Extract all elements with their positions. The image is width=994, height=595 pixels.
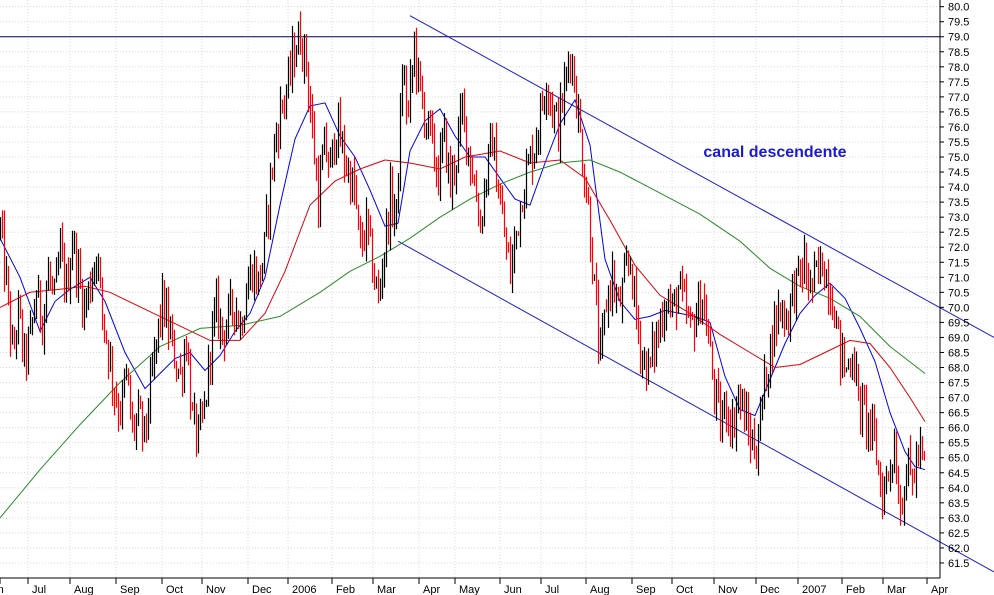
- x-tick-label: Mar: [887, 584, 906, 595]
- x-tick-label: Feb: [846, 584, 865, 595]
- moving-average-line-1: [0, 98, 926, 471]
- y-tick-label: 78.0: [948, 62, 969, 74]
- y-tick-label: 75.5: [948, 137, 969, 149]
- x-tick-label: Oct: [166, 584, 183, 595]
- y-tick-label: 64.5: [948, 468, 969, 480]
- x-tick-label: Apr: [423, 584, 440, 595]
- y-tick-label: 65.5: [948, 438, 969, 450]
- x-axis: Jun Jul Aug Sep Oct Nov Dec 2006 Feb Mar Apr May Jun…: [0, 578, 948, 595]
- channel-upper-line: [409, 15, 994, 338]
- x-tick-label: Oct: [676, 584, 693, 595]
- descending-channel: [397, 15, 994, 573]
- y-tick-label: 73.0: [948, 212, 969, 224]
- y-tick-label: 76.5: [948, 107, 969, 119]
- x-tick-label: May: [459, 584, 480, 595]
- x-tick-label: Jun: [504, 584, 522, 595]
- y-tick-label: 69.0: [948, 332, 969, 344]
- price-bars: [0, 11, 926, 526]
- x-tick-label: Jun: [0, 584, 4, 595]
- x-tick-label: Nov: [206, 584, 226, 595]
- y-tick-label: 67.0: [948, 393, 969, 405]
- x-tick-label: Nov: [718, 584, 738, 595]
- x-tick-label: Sep: [120, 584, 140, 595]
- plot-background: [0, 0, 940, 578]
- y-tick-label: 70.0: [948, 302, 969, 314]
- y-axis: 61.5 62.0 62.5 63.0 63.5 64.0 64.5 65.0 65.5 66.0…: [940, 2, 969, 570]
- x-tick-label: Dec: [760, 584, 780, 595]
- y-tick-label: 79.0: [948, 32, 969, 44]
- grid: [0, 0, 940, 578]
- x-tick-label: Feb: [336, 584, 355, 595]
- annotations: triplo topo nos 79 euroscanal descendent…: [703, 144, 846, 161]
- y-tick-label: 71.0: [948, 272, 969, 284]
- y-tick-label: 62.0: [948, 543, 969, 555]
- y-tick-label: 68.0: [948, 363, 969, 375]
- y-tick-label: 61.5: [948, 558, 969, 570]
- y-tick-label: 63.0: [948, 513, 969, 525]
- x-tick-label: Apr: [931, 584, 948, 595]
- y-tick-label: 76.0: [948, 122, 969, 134]
- y-tick-label: 75.0: [948, 152, 969, 164]
- x-tick-label: Sep: [636, 584, 656, 595]
- x-tick-label: Jul: [545, 584, 559, 595]
- y-tick-label: 74.0: [948, 182, 969, 194]
- y-tick-label: 74.5: [948, 167, 969, 179]
- y-tick-label: 62.5: [948, 528, 969, 540]
- y-tick-label: 68.5: [948, 347, 969, 359]
- x-tick-label: Aug: [590, 584, 610, 595]
- y-tick-label: 73.5: [948, 197, 969, 209]
- y-tick-label: 65.0: [948, 453, 969, 465]
- y-tick-label: 80.0: [948, 2, 969, 14]
- y-tick-label: 71.5: [948, 257, 969, 269]
- x-tick-label: Jul: [32, 584, 46, 595]
- y-tick-label: 72.5: [948, 227, 969, 239]
- y-tick-label: 78.5: [948, 47, 969, 59]
- x-tick-label: Mar: [377, 584, 396, 595]
- y-tick-label: 70.5: [948, 287, 969, 299]
- x-tick-label: Dec: [252, 584, 272, 595]
- y-tick-label: 77.5: [948, 77, 969, 89]
- y-tick-label: 77.0: [948, 92, 969, 104]
- x-tick-label: Aug: [74, 584, 94, 595]
- x-tick-label: 2007: [802, 584, 826, 595]
- y-tick-label: 67.5: [948, 378, 969, 390]
- y-tick-label: 79.5: [948, 17, 969, 29]
- channel-lower-line: [397, 240, 994, 573]
- y-tick-label: 63.5: [948, 498, 969, 510]
- y-tick-label: 69.5: [948, 317, 969, 329]
- x-tick-label: 2006: [292, 584, 316, 595]
- annotation-2: canal descendente: [703, 144, 846, 161]
- y-tick-label: 64.0: [948, 483, 969, 495]
- y-tick-label: 66.5: [948, 408, 969, 420]
- y-tick-label: 66.0: [948, 423, 969, 435]
- y-tick-label: 72.0: [948, 242, 969, 254]
